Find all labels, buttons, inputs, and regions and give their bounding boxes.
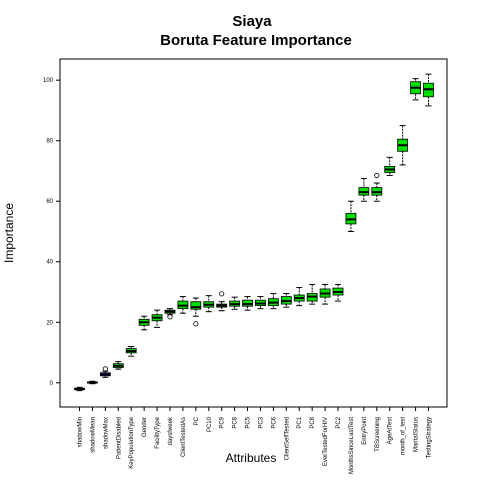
y-axis-title: Importance — [2, 203, 16, 263]
box-10 — [190, 297, 202, 327]
x-tick-label: ClientSelfTested — [284, 417, 290, 460]
x-tick-label: TBScreening — [375, 417, 381, 452]
box-1 — [74, 386, 85, 392]
box-3 — [99, 366, 111, 378]
x-tick-label: MonthsSinceLastTest — [349, 417, 355, 474]
box-16 — [267, 293, 279, 310]
x-tick-label: PC8 — [310, 416, 316, 428]
x-tick-label: PC10 — [207, 416, 213, 432]
box-19 — [306, 283, 318, 305]
x-tick-label: PatientDisabled — [116, 417, 122, 459]
box-14 — [242, 296, 253, 311]
x-tick-label: daysfweek — [168, 416, 174, 445]
outlier-point — [102, 366, 108, 372]
box-4 — [112, 361, 124, 370]
x-tick-label: KeyPopulationType — [129, 416, 135, 468]
x-tick-label: PC6 — [271, 416, 277, 428]
iqr-box — [190, 301, 202, 310]
outlier-point — [374, 172, 380, 179]
x-tick-label: ClientTestedAs — [181, 417, 187, 457]
x-axis-title: Attributes — [226, 451, 277, 465]
box-11 — [203, 295, 215, 313]
y-tick-label: 20 — [46, 320, 53, 326]
x-tick-label: PC — [194, 416, 200, 425]
box-15 — [255, 296, 266, 310]
outlier-point — [167, 314, 173, 320]
box-23 — [358, 178, 370, 202]
x-tick-label: month_of_test — [401, 417, 407, 455]
x-tick-label: PC2 — [336, 416, 342, 428]
box-6 — [138, 315, 150, 331]
box-12 — [216, 291, 228, 312]
x-tick-label: PC9 — [220, 416, 226, 428]
box-26 — [397, 125, 409, 166]
chart-title: Siaya — [232, 13, 272, 30]
box-7 — [151, 309, 163, 328]
outlier-point — [219, 291, 225, 297]
x-tick-label: PC1 — [297, 416, 303, 428]
box-8 — [164, 308, 176, 320]
y-tick-label: 80 — [46, 139, 53, 145]
box-24 — [371, 172, 383, 202]
chart-subtitle: Boruta Feature Importance — [160, 32, 352, 49]
x-tick-label: EverTestedForHIV — [323, 417, 329, 466]
outlier-point — [193, 321, 199, 327]
box-20 — [319, 283, 331, 305]
x-axis-labels: shadowMin shadowMean shadowMax PatientDisab… — [78, 407, 433, 474]
box-22 — [345, 200, 357, 232]
x-tick-label: PC5 — [246, 416, 252, 428]
box-18 — [293, 286, 305, 307]
y-axis: 0 20 40 60 80 100 — [43, 78, 60, 387]
x-tick-label: Gender — [142, 417, 148, 437]
x-tick-label: shadowMin — [78, 417, 84, 447]
plot-frame — [59, 58, 448, 408]
box-27 — [410, 78, 421, 101]
x-tick-label: EntryPoint — [362, 417, 368, 445]
x-tick-label: MaritalStatus — [414, 417, 420, 452]
y-tick-label: 60 — [46, 199, 53, 205]
x-tick-label: shadowMean — [90, 417, 96, 453]
box-25 — [384, 156, 396, 177]
box-2 — [87, 380, 98, 385]
box-28 — [423, 73, 434, 107]
x-tick-label: PC3 — [258, 416, 264, 428]
box-13 — [229, 296, 241, 310]
y-tick-label: 40 — [46, 260, 53, 266]
y-tick-label: 100 — [43, 78, 54, 84]
box-21 — [332, 283, 344, 302]
box-17 — [280, 293, 292, 308]
x-tick-label: PC8 — [233, 416, 239, 428]
x-tick-label: shadowMax — [103, 417, 109, 449]
x-tick-label: FacilityType — [155, 416, 161, 448]
y-tick-label: 0 — [50, 381, 54, 387]
boxes-layer — [74, 73, 434, 392]
x-tick-label: TestingStrategy — [427, 417, 433, 458]
box-5 — [125, 345, 137, 357]
x-tick-label: AgeAtTest — [388, 417, 394, 445]
box-9 — [177, 296, 189, 314]
